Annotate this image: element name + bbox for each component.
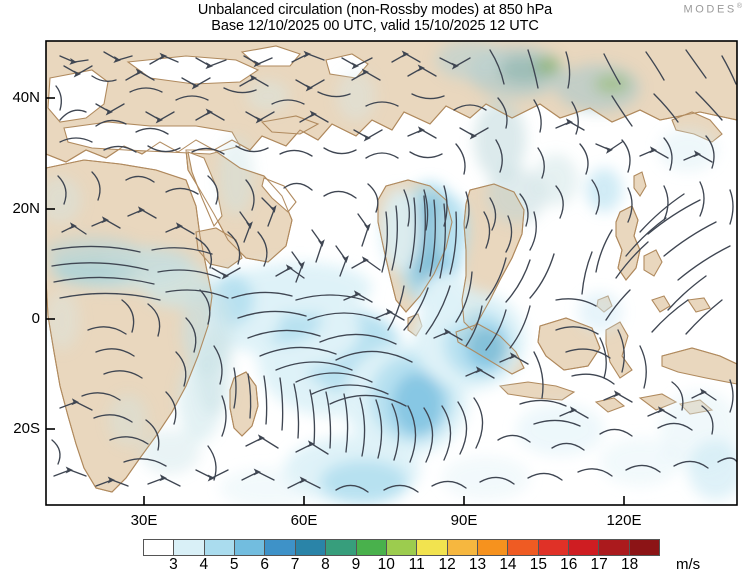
colorbar-swatch <box>235 540 266 555</box>
colorbar-swatch <box>629 540 660 555</box>
colorbar-swatch <box>508 540 539 555</box>
modes-logo-mark: ® <box>736 3 742 10</box>
colorbar-tick-label: 5 <box>229 556 239 573</box>
colorbar-units: m/s <box>676 556 701 573</box>
coastlines <box>46 41 737 493</box>
colorbar-tick-label: 13 <box>468 556 487 573</box>
colorbar-tick-label: 3 <box>169 556 178 573</box>
modes-logo: MODES® <box>683 3 742 16</box>
colorbar-tick-label: 15 <box>529 556 547 573</box>
colorbar-swatch <box>326 540 357 555</box>
colorbar-swatch <box>447 540 478 555</box>
title-line-1: Unbalanced circulation (non-Rossby modes… <box>197 2 553 18</box>
colorbar-swatch <box>174 540 205 555</box>
modes-logo-text: MODES <box>683 3 737 16</box>
colorbar-swatch <box>265 540 296 555</box>
chart-title-block: Unbalanced circulation (non-Rossby modes… <box>0 2 750 34</box>
xtick-label-90e: 90E <box>450 512 478 529</box>
ytick-label-0: 0 <box>31 310 40 327</box>
colorbar-swatch <box>144 540 175 555</box>
colorbar-swatch <box>386 540 418 555</box>
colorbar-tick-label: 18 <box>620 556 639 573</box>
colorbar-swatch <box>599 540 630 555</box>
xtick-label-60e: 60E <box>290 512 318 529</box>
colorbar-tick-label: 10 <box>377 556 395 573</box>
colorbar-swatch <box>295 540 327 555</box>
colorbar-tick-label: 8 <box>321 556 330 573</box>
ytick-label-40n: 40N <box>12 89 40 106</box>
colorbar-tick-label: 14 <box>499 556 517 573</box>
colorbar-tick-label: 9 <box>351 556 361 573</box>
colorbar <box>143 539 660 556</box>
axis-ticks <box>46 97 625 505</box>
colorbar-swatch <box>204 540 236 555</box>
wind-streamlines <box>51 49 737 493</box>
colorbar-tick-label: 11 <box>408 556 425 573</box>
colorbar-tick-label: 4 <box>199 556 209 573</box>
xtick-label-120e: 120E <box>606 512 642 529</box>
colorbar-tick-label: 7 <box>290 556 300 573</box>
ytick-label-20s: 20S <box>13 420 40 437</box>
colorbar-swatch <box>538 540 570 555</box>
map-content <box>46 41 737 505</box>
plot-frame <box>45 40 738 506</box>
windspeed-shading <box>46 41 737 505</box>
colorbar-swatch <box>417 540 448 555</box>
colorbar-swatch <box>477 540 509 555</box>
colorbar-tick-label: 17 <box>590 556 608 573</box>
colorbar-tick-label: 6 <box>260 556 269 573</box>
colorbar-tick-label: 12 <box>438 556 456 573</box>
colorbar-swatch <box>356 540 387 555</box>
title-line-2: Base 12/10/2025 00 UTC, valid 15/10/2025… <box>211 18 539 34</box>
ytick-label-20n: 20N <box>12 200 40 217</box>
colorbar-tick-label: 16 <box>560 556 578 573</box>
xtick-label-30e: 30E <box>130 512 158 529</box>
colorbar-swatch <box>569 540 600 555</box>
